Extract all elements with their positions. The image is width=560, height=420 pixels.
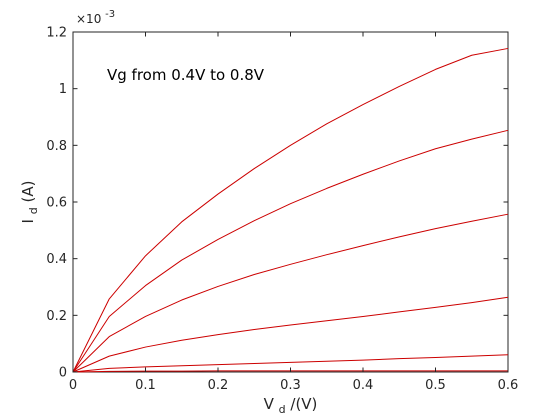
x-tick-label: 0.6 xyxy=(498,378,519,393)
y-tick-label: 0.2 xyxy=(46,309,67,324)
x-tick-label: 0 xyxy=(69,378,77,393)
y-axis-exponent-power: -3 xyxy=(105,9,115,20)
chart-annotation: Vg from 0.4V to 0.8V xyxy=(107,66,265,84)
x-tick-label: 0.5 xyxy=(425,378,446,393)
y-axis-exponent: ×10 -3 xyxy=(76,9,115,26)
y-tick-label: 1 xyxy=(59,82,67,97)
x-axis-label-sub: d xyxy=(279,403,286,416)
series-line-4 xyxy=(72,213,509,373)
y-axis-label: I d (A) xyxy=(19,181,41,224)
y-tick-label: 0 xyxy=(59,366,67,381)
y-tick-label: 1.2 xyxy=(46,26,67,41)
series-line-5 xyxy=(72,129,509,373)
y-axis-label-sub: d xyxy=(27,207,40,214)
x-axis-label-main: V xyxy=(264,395,275,413)
x-tick-label: 0.4 xyxy=(353,378,374,393)
x-tick-label: 0.3 xyxy=(280,378,301,393)
x-tick-label: 0.1 xyxy=(135,378,156,393)
x-axis-label: V d /(V) xyxy=(264,395,318,417)
y-axis-label-rest: (A) xyxy=(19,181,37,203)
tick-layer: 0 0.1 0.2 0.3 0.4 0.5 0.6 0 0.2 0.4 0.6 0.8 1 1.2 xyxy=(46,26,518,394)
y-tick-label: 0.6 xyxy=(46,196,67,211)
x-tick-label: 0.2 xyxy=(208,378,229,393)
series-line-2 xyxy=(72,354,509,373)
series-layer xyxy=(72,47,509,373)
y-tick-label: 0.4 xyxy=(46,252,67,267)
y-tick-label: 0.8 xyxy=(46,139,67,154)
series-line-6 xyxy=(72,47,509,373)
x-axis-label-rest: /(V) xyxy=(290,395,317,413)
y-axis-exponent-base: ×10 xyxy=(76,12,101,26)
plot-area xyxy=(72,31,509,373)
series-line-3 xyxy=(72,296,509,373)
y-axis-label-main: I xyxy=(19,219,37,223)
